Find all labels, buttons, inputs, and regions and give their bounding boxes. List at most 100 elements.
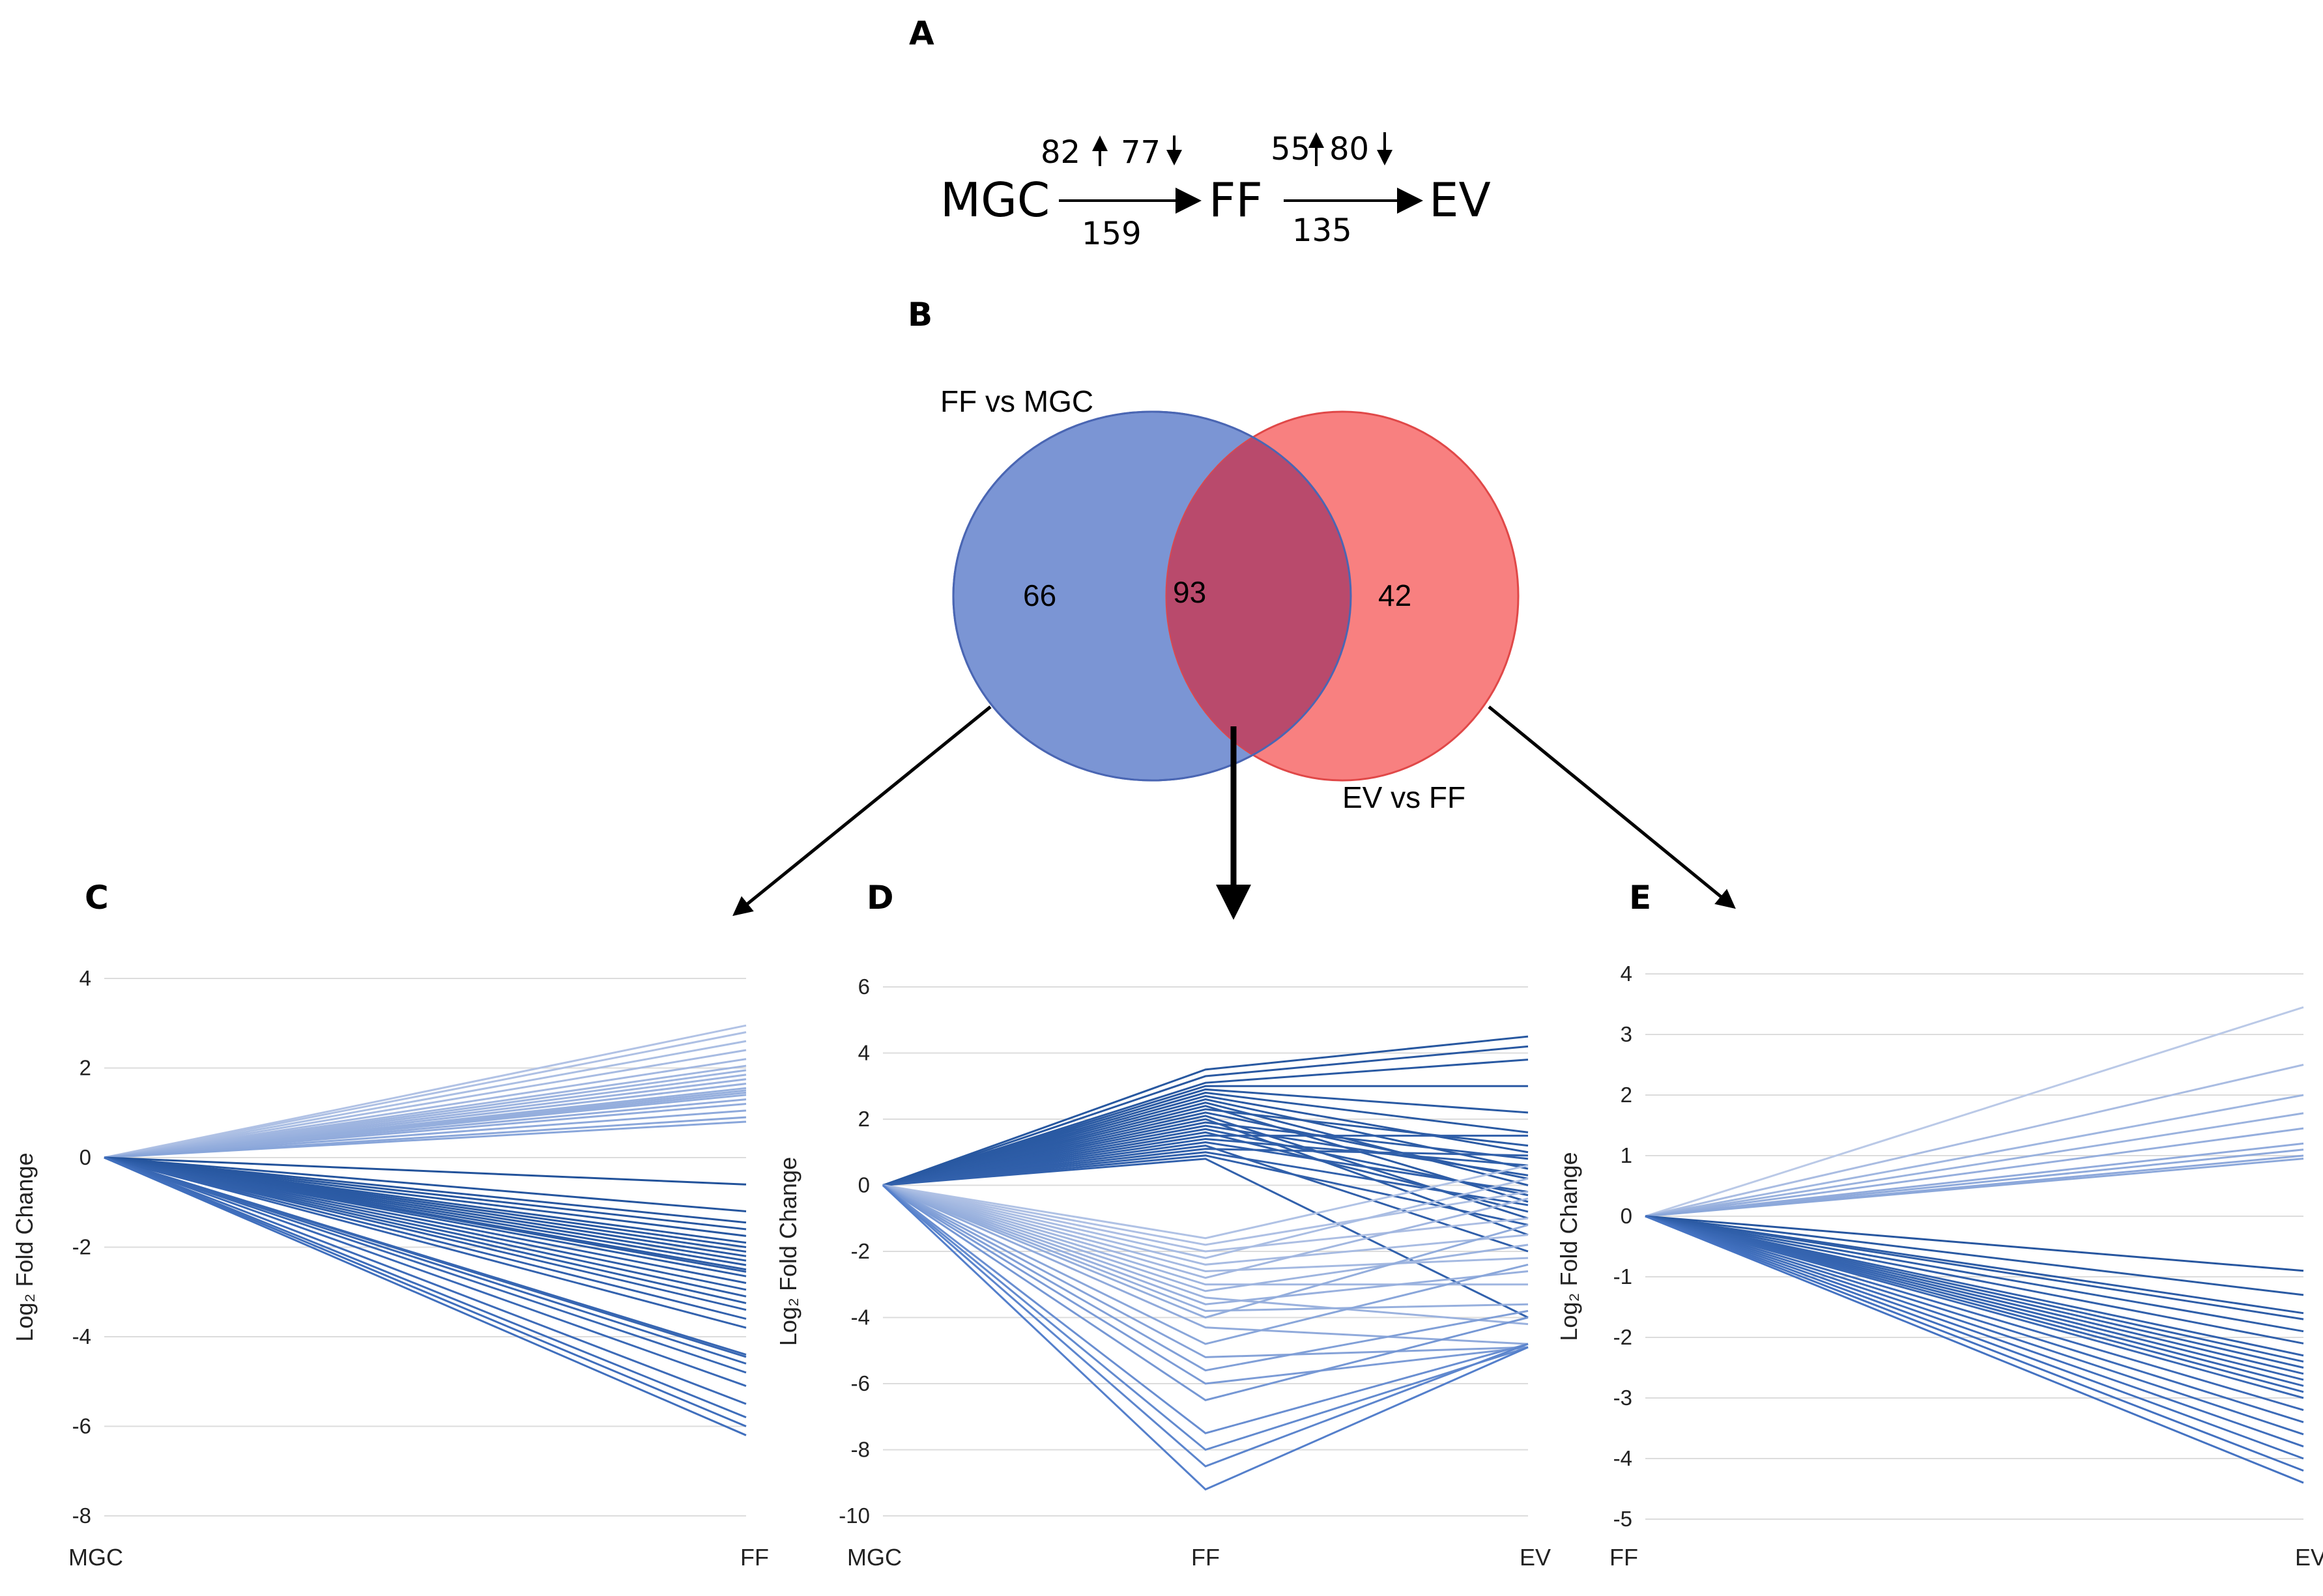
- series-line: [882, 1108, 1529, 1186]
- x-category-label: MGC: [68, 1544, 123, 1571]
- series-line: [104, 1156, 747, 1277]
- series-line: [882, 1121, 1529, 1186]
- y-axis-label: Log₂ Fold Change: [11, 1152, 38, 1341]
- series-line: [1645, 1215, 2304, 1412]
- series-line: [882, 1131, 1529, 1213]
- series-line: [1645, 1215, 2304, 1472]
- y-tick-label: 2: [79, 1056, 91, 1080]
- y-tick-label: 4: [858, 1041, 870, 1065]
- series-line: [104, 1156, 747, 1186]
- chart-e: 4 3 2 1 0 -1 -2 -3 -4 -5 FF EV Log₂ Fold Change: [1555, 962, 2323, 1571]
- series-line: [104, 1156, 747, 1374]
- panel-letter-b: B: [908, 296, 932, 334]
- series-line: [104, 1156, 747, 1311]
- y-tick-label: 0: [858, 1173, 870, 1197]
- series-line: [882, 1105, 1529, 1203]
- series-line: [882, 1128, 1529, 1197]
- chart-c: 4 2 0 -2 -4 -6 -8 MGC FF Log₂ Fold Change: [11, 966, 769, 1571]
- series-line: [1645, 1215, 2304, 1399]
- chart-d: 6 4 2 0 -2 -4 -6 -8 -10 MGC FF EV Log₂ Fold Change: [775, 975, 1551, 1571]
- x-category-label: EV: [1520, 1544, 1551, 1571]
- venn-connector-arrows: [732, 705, 1736, 920]
- series-line: [882, 1158, 1529, 1318]
- flow-node-mgc: MGC: [940, 173, 1050, 227]
- series-line: [1645, 1215, 2304, 1436]
- series-line: [1645, 1215, 2304, 1320]
- series-line: [882, 1184, 1529, 1468]
- series-line: [104, 1156, 747, 1291]
- series-line: [104, 1120, 747, 1159]
- series-line: [1645, 1215, 2304, 1315]
- series-line: [882, 1124, 1529, 1186]
- y-tick-label: 4: [1621, 962, 1632, 986]
- venn-right-only-count: 42: [1378, 578, 1411, 612]
- flow-node-ev: EV: [1429, 173, 1491, 227]
- series-line: [882, 1102, 1529, 1186]
- series-line: [104, 1156, 747, 1224]
- series-line: [882, 1184, 1529, 1345]
- series-line: [104, 1024, 747, 1159]
- venn-left-only-count: 66: [1023, 578, 1056, 612]
- venn-overlap: [1166, 412, 1351, 780]
- y-tick-label: -8: [72, 1503, 91, 1528]
- y-tick-label: -4: [851, 1305, 870, 1330]
- series-line: [1645, 1158, 2304, 1218]
- series-line: [882, 1184, 1529, 1451]
- series-line: [882, 1184, 1529, 1401]
- series-line: [882, 1184, 1529, 1385]
- series-line: [104, 1156, 747, 1320]
- y-tick-label: -2: [851, 1239, 870, 1263]
- flow-step2-up-count: 55: [1271, 131, 1310, 167]
- y-tick-label: -4: [1613, 1446, 1632, 1470]
- series-line: [882, 1184, 1528, 1286]
- venn-overlap-count: 93: [1173, 575, 1206, 609]
- series-line: [104, 1156, 747, 1419]
- series-line: [882, 1184, 1529, 1253]
- series-line: [104, 1156, 747, 1231]
- flow-step1-up-count: 82: [1041, 134, 1080, 171]
- series-line: [1645, 1215, 2304, 1423]
- series-line: [882, 1184, 1529, 1491]
- series-line: [1645, 1094, 2304, 1218]
- venn-left-label: FF vs MGC: [940, 384, 1093, 418]
- series-line: [1645, 1215, 2304, 1369]
- series-line: [882, 1184, 1529, 1272]
- series-line: [1645, 1215, 2304, 1296]
- series-line: [882, 1134, 1528, 1186]
- y-tick-label: -2: [1613, 1325, 1632, 1349]
- series-line: [104, 1103, 747, 1159]
- series-line: [1645, 1215, 2304, 1447]
- y-axis-label: Log₂ Fold Change: [1555, 1152, 1582, 1341]
- series-line: [882, 1177, 1529, 1259]
- series-line: [1645, 1215, 2304, 1357]
- series-line: [1645, 1215, 2304, 1375]
- y-tick-label: -3: [1613, 1386, 1632, 1410]
- series-line: [882, 1059, 1529, 1186]
- series-line: [882, 1184, 1529, 1312]
- y-axis-label: Log₂ Fold Change: [775, 1157, 801, 1346]
- y-tick-label: 4: [79, 966, 91, 990]
- flow-step1-total: 159: [1082, 216, 1142, 252]
- series-line: [104, 1156, 747, 1304]
- flow-diagram: MGC FF EV 82 77 159 55 80 135: [940, 131, 1491, 252]
- x-category-label: MGC: [847, 1544, 902, 1571]
- y-tick-label: -4: [72, 1324, 91, 1348]
- series-line: [882, 1118, 1529, 1236]
- series-line: [104, 1049, 747, 1159]
- series-line: [882, 1141, 1529, 1193]
- series-line: [882, 1184, 1529, 1345]
- series-line: [104, 1156, 747, 1436]
- series-line: [104, 1031, 747, 1159]
- series-line: [1645, 1064, 2304, 1218]
- series-line: [882, 1154, 1529, 1226]
- series-line: [882, 1145, 1529, 1253]
- series-line: [104, 1156, 747, 1329]
- series-line: [882, 1184, 1529, 1246]
- series-line: [1645, 1215, 2304, 1333]
- flow-step2-down-count: 80: [1329, 131, 1369, 167]
- venn-right-label: EV vs FF: [1342, 780, 1465, 814]
- series-line: [882, 1151, 1529, 1206]
- y-tick-label: -6: [851, 1371, 870, 1395]
- arrow-to-panel-e: [1488, 705, 1736, 909]
